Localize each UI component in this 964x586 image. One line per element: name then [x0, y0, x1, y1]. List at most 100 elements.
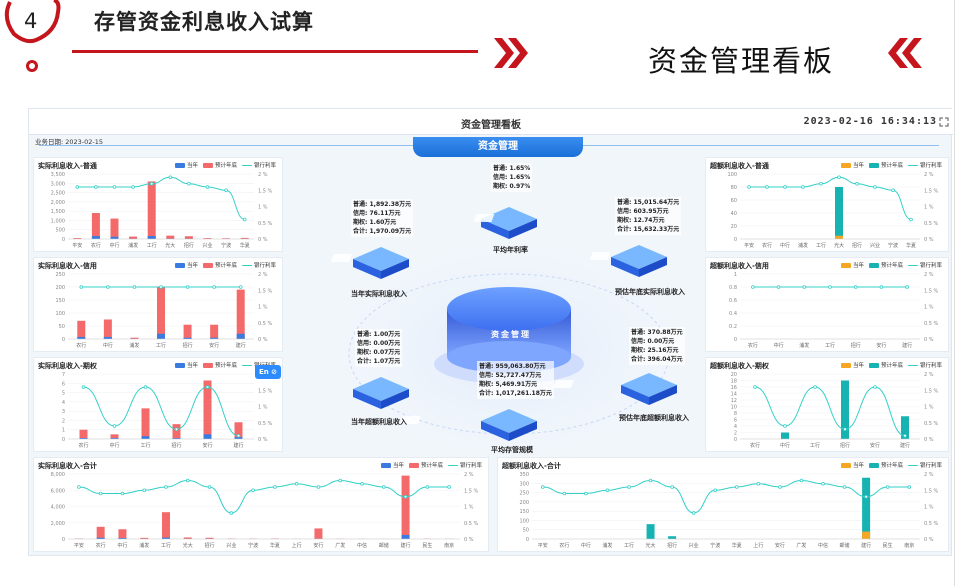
rate-point[interactable]	[562, 491, 567, 496]
rate-line[interactable]	[542, 479, 910, 514]
bar-estimated[interactable]	[234, 422, 243, 439]
fullscreen-icon[interactable]	[939, 117, 949, 127]
rate-point[interactable]	[381, 485, 386, 489]
bar-estimated[interactable]	[835, 187, 843, 239]
rate-line[interactable]	[748, 176, 912, 220]
bar-current[interactable]	[157, 333, 165, 339]
bar-estimated[interactable]	[236, 289, 245, 339]
capital-management-tab[interactable]: 资金管理	[413, 137, 583, 157]
bar-estimated[interactable]	[73, 238, 82, 239]
bar-estimated[interactable]	[91, 213, 100, 239]
rate-point[interactable]	[853, 285, 858, 289]
rate-point[interactable]	[338, 478, 343, 483]
rate-point[interactable]	[837, 175, 841, 180]
rate-point[interactable]	[187, 181, 191, 186]
rate-point[interactable]	[425, 485, 430, 489]
rate-point[interactable]	[242, 217, 247, 222]
language-toggle[interactable]: En ⊘	[255, 365, 281, 379]
bar-current[interactable]	[118, 538, 127, 539]
rate-point[interactable]	[909, 217, 913, 222]
bar-estimated[interactable]	[103, 319, 112, 340]
rate-point[interactable]	[756, 481, 761, 486]
rate-point[interactable]	[75, 185, 80, 189]
bar-estimated[interactable]	[314, 528, 323, 539]
rate-point[interactable]	[778, 485, 782, 489]
rate-point[interactable]	[316, 485, 321, 489]
bar-current[interactable]	[110, 236, 119, 239]
bar-estimated[interactable]	[110, 218, 119, 239]
bar-current[interactable]	[172, 438, 181, 439]
rate-point[interactable]	[143, 385, 148, 389]
bar-estimated[interactable]	[183, 537, 192, 539]
rate-point[interactable]	[142, 488, 147, 493]
rate-line[interactable]	[78, 479, 450, 514]
bar-current[interactable]	[162, 537, 170, 539]
bar-estimated[interactable]	[240, 237, 249, 239]
bar-current[interactable]	[96, 537, 105, 539]
bar-estimated[interactable]	[668, 536, 677, 539]
bar-current[interactable]	[77, 336, 86, 339]
bar-estimated[interactable]	[841, 380, 849, 440]
bar-estimated[interactable]	[646, 524, 655, 539]
rate-point[interactable]	[605, 488, 610, 493]
bar-estimated[interactable]	[157, 287, 165, 339]
chart-legend[interactable]: 当年预计年底银行利率	[170, 161, 276, 169]
rate-point[interactable]	[627, 485, 631, 489]
bar-estimated[interactable]	[162, 512, 170, 539]
rate-point[interactable]	[447, 485, 451, 489]
rate-point[interactable]	[783, 424, 787, 428]
rate-point[interactable]	[112, 424, 117, 428]
rate-point[interactable]	[79, 285, 84, 289]
rate-point[interactable]	[864, 494, 868, 499]
rate-point[interactable]	[106, 285, 110, 289]
bar-current[interactable]	[110, 438, 119, 439]
rate-point[interactable]	[168, 175, 173, 180]
rate-point[interactable]	[813, 385, 817, 389]
rate-point[interactable]	[403, 494, 408, 499]
rate-point[interactable]	[828, 285, 832, 289]
chart-legend[interactable]: 当年预计年底银行利率	[836, 461, 942, 469]
bar-estimated[interactable]	[203, 238, 212, 239]
rate-point[interactable]	[819, 181, 823, 186]
rate-point[interactable]	[905, 285, 909, 289]
rate-point[interactable]	[120, 491, 125, 496]
rate-point[interactable]	[783, 185, 787, 189]
rate-point[interactable]	[77, 485, 81, 489]
bar-estimated[interactable]	[862, 477, 871, 539]
bar-current[interactable]	[401, 534, 410, 539]
bar-estimated[interactable]	[901, 416, 909, 439]
rate-point[interactable]	[821, 481, 825, 486]
rate-point[interactable]	[149, 181, 154, 186]
chart-legend[interactable]: 当年预计年底银行利率	[836, 361, 942, 369]
bar-estimated[interactable]	[222, 238, 231, 239]
rate-point[interactable]	[843, 427, 847, 432]
rate-point[interactable]	[776, 285, 781, 289]
bar-current[interactable]	[203, 434, 212, 439]
bar-estimated[interactable]	[77, 320, 86, 339]
bar-estimated[interactable]	[781, 432, 789, 440]
rate-point[interactable]	[734, 485, 739, 489]
bar-current[interactable]	[236, 333, 245, 339]
rate-point[interactable]	[81, 385, 86, 389]
bar-estimated[interactable]	[184, 236, 193, 239]
bar-estimated[interactable]	[118, 529, 127, 539]
rate-point[interactable]	[903, 433, 907, 438]
rate-point[interactable]	[873, 185, 877, 189]
rate-point[interactable]	[540, 485, 545, 489]
bar-estimated[interactable]	[166, 235, 175, 239]
rate-point[interactable]	[132, 285, 137, 289]
bar-current[interactable]	[210, 337, 219, 339]
bar-estimated[interactable]	[147, 181, 156, 239]
rate-point[interactable]	[224, 188, 228, 193]
rate-line[interactable]	[83, 386, 239, 437]
rate-point[interactable]	[251, 488, 255, 493]
bar-current[interactable]	[835, 235, 843, 239]
bar-current[interactable]	[79, 438, 88, 439]
rate-point[interactable]	[185, 285, 190, 289]
bar-estimated[interactable]	[140, 537, 149, 539]
rate-point[interactable]	[802, 285, 807, 289]
rate-point[interactable]	[765, 185, 769, 189]
rate-point[interactable]	[212, 285, 216, 289]
bar-current[interactable]	[147, 236, 156, 239]
rate-point[interactable]	[648, 478, 653, 483]
